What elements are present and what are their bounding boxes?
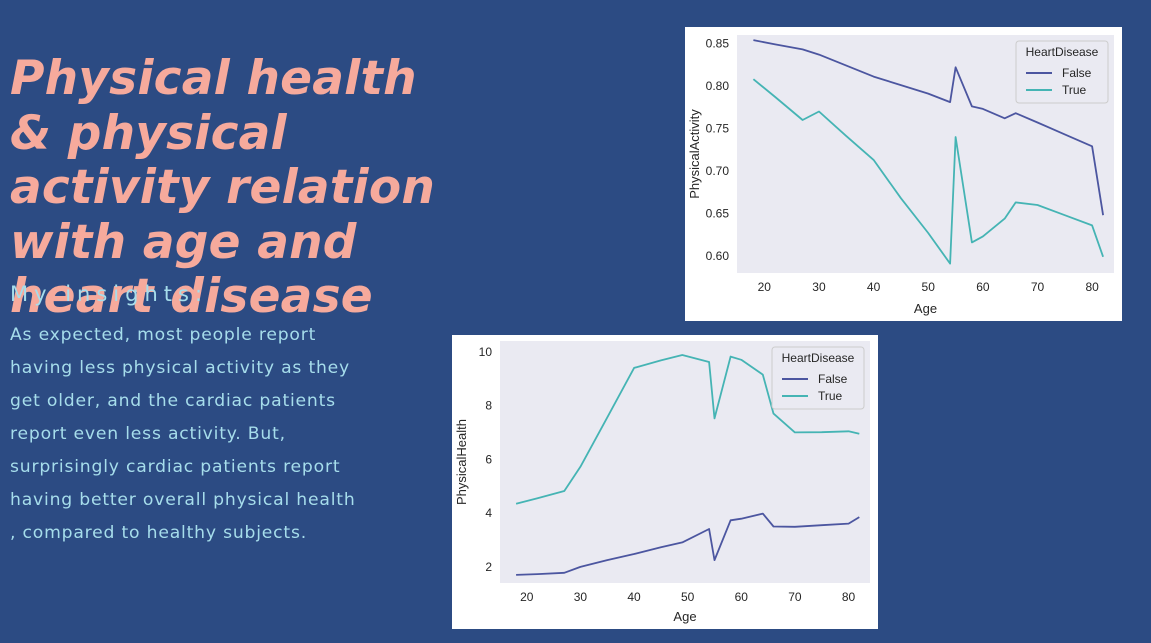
legend-title: HeartDisease bbox=[1026, 45, 1099, 59]
x-tick-label: 20 bbox=[758, 280, 772, 294]
legend-box bbox=[771, 346, 865, 410]
legend-label-true: True bbox=[818, 389, 843, 403]
x-tick-label: 70 bbox=[1031, 280, 1045, 294]
y-tick-label: 0.85 bbox=[706, 37, 730, 51]
legend-label-false: False bbox=[1062, 66, 1092, 80]
insights-text: As expected, most people report having l… bbox=[10, 325, 356, 543]
series-line-true bbox=[515, 354, 860, 505]
slide-title: Physical health & physical activity rela… bbox=[10, 51, 435, 324]
legend-label-false: False bbox=[818, 372, 848, 386]
x-tick-label: 80 bbox=[1085, 280, 1099, 294]
chart-svg: 20 30 40 50 60 70 80 2 4 6 8 10 Age PhysicalHealth Hea… bbox=[454, 341, 870, 624]
x-tick-label: 30 bbox=[812, 280, 826, 294]
y-tick-label: 0.60 bbox=[706, 249, 730, 263]
series-line-true bbox=[752, 78, 1104, 265]
y-tick-label: 0.70 bbox=[706, 164, 730, 178]
y-tick-label: 6 bbox=[485, 452, 492, 466]
x-tick-label: 60 bbox=[735, 590, 749, 604]
y-tick-label: 8 bbox=[485, 399, 492, 413]
x-axis-label: Age bbox=[673, 609, 696, 624]
y-tick-label: 0.80 bbox=[706, 79, 730, 93]
x-tick-label: 50 bbox=[681, 590, 695, 604]
insights-heading: My insights: bbox=[10, 282, 209, 306]
physical-activity-chart: 20 30 40 50 60 70 80 0.60 0.65 0.70 0.75 0.80 0.85 Ag… bbox=[685, 27, 1122, 321]
x-tick-label: 80 bbox=[842, 590, 856, 604]
y-tick-label: 4 bbox=[485, 506, 492, 520]
legend-box bbox=[1015, 40, 1109, 104]
physical-health-chart: 20 30 40 50 60 70 80 2 4 6 8 10 Age PhysicalHealth Hea… bbox=[452, 335, 878, 629]
y-axis-label: PhysicalActivity bbox=[687, 109, 702, 199]
y-tick-label: 2 bbox=[485, 560, 492, 574]
x-axis-label: Age bbox=[914, 301, 937, 316]
x-tick-label: 70 bbox=[788, 590, 802, 604]
y-tick-label: 0.65 bbox=[706, 207, 730, 221]
chart-svg: 20 30 40 50 60 70 80 0.60 0.65 0.70 0.75 0.80 0.85 Ag… bbox=[687, 35, 1114, 316]
y-tick-label: 0.75 bbox=[706, 122, 730, 136]
y-tick-label: 10 bbox=[479, 345, 493, 359]
x-tick-label: 40 bbox=[867, 280, 881, 294]
x-tick-label: 40 bbox=[627, 590, 641, 604]
series-line-false bbox=[753, 39, 1104, 216]
x-tick-label: 50 bbox=[922, 280, 936, 294]
series-line-false bbox=[516, 512, 860, 576]
x-tick-label: 30 bbox=[574, 590, 588, 604]
x-tick-label: 60 bbox=[976, 280, 990, 294]
legend-title: HeartDisease bbox=[782, 351, 855, 365]
legend-label-true: True bbox=[1062, 83, 1087, 97]
y-axis-label: PhysicalHealth bbox=[454, 419, 469, 505]
x-tick-label: 20 bbox=[520, 590, 534, 604]
